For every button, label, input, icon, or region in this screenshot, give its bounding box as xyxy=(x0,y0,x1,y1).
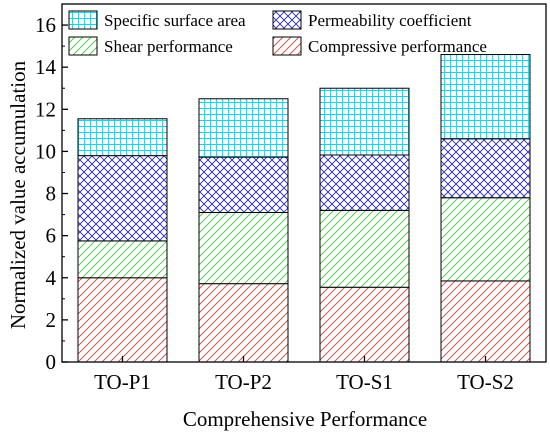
legend-label: Compressive performance xyxy=(308,37,487,56)
y-tick-label: 8 xyxy=(46,182,57,206)
y-tick-label: 10 xyxy=(35,139,56,163)
legend-label: Specific surface area xyxy=(104,11,246,30)
bar-to-s1-compressive-performance xyxy=(319,286,410,363)
bar-to-p1-shear-performance xyxy=(77,240,168,279)
legend-swatch xyxy=(272,10,302,30)
y-axis-title: Normalized value accumulation xyxy=(6,60,30,329)
legend: Specific surface area Permeability coeffi… xyxy=(68,10,487,56)
bars-group xyxy=(77,54,531,363)
legend-item-compressive-performance: Compressive performance xyxy=(272,36,487,56)
bar-to-s2-shear-performance xyxy=(440,197,531,282)
x-tick-label-to-p1: TO-P1 xyxy=(94,370,151,394)
bar-to-p2-permeability-coefficient xyxy=(198,156,289,213)
plot-frame xyxy=(61,3,547,363)
legend-swatch xyxy=(68,36,98,56)
y-tick-label: 14 xyxy=(35,55,57,79)
x-tick-label-to-s2: TO-S2 xyxy=(457,370,514,394)
bar-to-p1-compressive-performance xyxy=(77,277,168,363)
x-axis-title: Comprehensive Performance xyxy=(183,407,427,431)
legend-swatch xyxy=(272,36,302,56)
x-tick-label-to-p2: TO-P2 xyxy=(215,370,272,394)
bar-to-p1-permeability-coefficient xyxy=(77,155,168,242)
bar-to-p2-compressive-performance xyxy=(198,283,289,363)
y-tick-label: 4 xyxy=(46,266,57,290)
y-tick-label: 0 xyxy=(46,350,57,374)
bar-to-p1-specific-surface-area xyxy=(77,118,168,157)
bar-to-s2-compressive-performance xyxy=(440,280,531,363)
legend-item-shear-performance: Shear performance xyxy=(68,36,233,56)
bar-to-s1-permeability-coefficient xyxy=(319,154,410,211)
x-tick-label-to-s1: TO-S1 xyxy=(336,370,393,394)
bar-to-p2-shear-performance xyxy=(198,211,289,285)
y-tick-label: 6 xyxy=(46,224,57,248)
bar-to-s1-shear-performance xyxy=(319,209,410,288)
y-tick-label: 16 xyxy=(35,13,56,37)
legend-item-specific-surface-area: Specific surface area xyxy=(68,10,246,30)
y-tick-label: 2 xyxy=(46,308,57,332)
axes-group: 0 2 4 6 8 10 12 14 16 TO-P1 TO-P2 TO-S1 TO-S2 xyxy=(35,3,547,394)
bar-to-s2-permeability-coefficient xyxy=(440,138,531,199)
bar-to-s1-specific-surface-area xyxy=(319,87,410,156)
bar-to-p2-specific-surface-area xyxy=(198,98,289,158)
legend-label: Shear performance xyxy=(104,37,233,56)
y-tick-label: 12 xyxy=(35,97,56,121)
legend-label: Permeability coefficient xyxy=(308,11,472,30)
legend-item-permeability-coefficient: Permeability coefficient xyxy=(272,10,472,30)
legend-swatch xyxy=(68,10,98,30)
bar-to-s2-specific-surface-area xyxy=(440,54,531,140)
